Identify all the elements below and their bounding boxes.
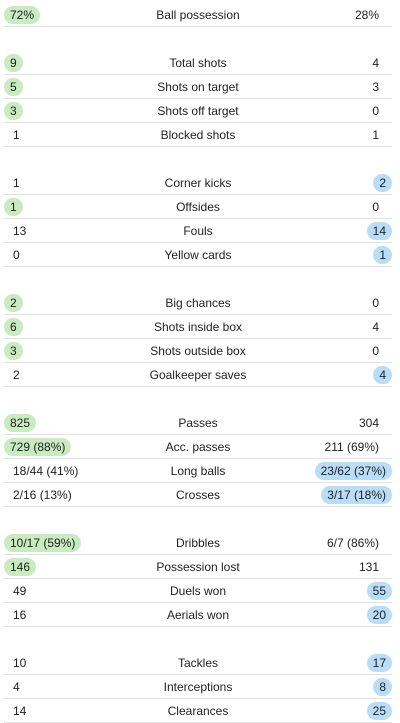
away-value: 4 [372,56,379,70]
stat-row: 18/44 (41%) Long balls 23/62 (37%) [4,460,392,483]
home-value: 2 [13,368,20,382]
away-value: 23/62 (37%) [314,462,392,480]
home-value: 3 [4,342,23,360]
home-value: 5 [4,78,23,96]
stat-row: 3 Shots outside box 0 [4,340,392,363]
home-value: 49 [13,584,27,598]
stat-label: Ball possession [156,8,240,22]
stat-row: 3 Shots off target 0 [4,100,392,123]
home-value: 18/44 (41%) [13,464,79,478]
stat-label: Acc. passes [165,440,231,454]
stat-row: 6 Shots inside box 4 [4,316,392,339]
stat-label: Clearances [167,704,229,718]
stat-label: Goalkeeper saves [149,368,247,382]
stat-row: 2 Big chances 0 [4,292,392,315]
stat-row: 146 Possession lost 131 [4,556,392,579]
away-value: 1 [372,128,379,142]
away-value: 6/7 (86%) [326,536,379,550]
stat-row: 16 Aerials won 20 [4,604,392,627]
stat-row: 9 Total shots 4 [4,52,392,75]
stat-label: Blocked shots [160,128,236,142]
away-value: 14 [366,222,392,240]
stat-row: 1 Corner kicks 2 [4,172,392,195]
stat-row: 10 Tackles 17 [4,652,392,675]
home-value: 825 [4,414,37,432]
stat-label: Offsides [176,200,220,214]
home-value: 72% [4,6,41,24]
away-value: 17 [366,654,392,672]
away-value: 4 [372,320,379,334]
stat-row: 14 Clearances 25 [4,700,392,723]
stat-row: 10/17 (59%) Dribbles 6/7 (86%) [4,532,392,555]
stat-label: Big chances [165,296,231,310]
stat-row: 72% Ball possession 28% [4,4,392,27]
stat-row: 2/16 (13%) Crosses 3/17 (18%) [4,484,392,507]
stat-label: Shots inside box [153,320,243,334]
home-value: 10 [13,656,27,670]
stat-label: Aerials won [166,608,230,622]
stat-row: 729 (88%) Acc. passes 211 (69%) [4,436,392,459]
stat-row: 4 Interceptions 8 [4,676,392,699]
away-value: 20 [366,606,392,624]
away-value: 3/17 (18%) [321,486,392,504]
stat-label: Long balls [170,464,226,478]
home-value: 0 [13,248,20,262]
home-value: 1 [4,198,23,216]
stat-row: 1 Offsides 0 [4,196,392,219]
away-value: 8 [373,678,392,696]
stat-row: 5 Shots on target 3 [4,76,392,99]
away-value: 2 [373,174,392,192]
away-value: 55 [366,582,392,600]
home-value: 4 [13,680,20,694]
stat-row: 1 Blocked shots 1 [4,124,392,147]
home-value: 1 [13,128,20,142]
home-value: 13 [13,224,27,238]
stat-row: 2 Goalkeeper saves 4 [4,364,392,387]
stat-row: 0 Yellow cards 1 [4,244,392,267]
away-value: 0 [372,296,379,310]
stat-label: Tackles [177,656,218,670]
stat-label: Yellow cards [164,248,232,262]
stat-row: 49 Duels won 55 [4,580,392,603]
home-value: 729 (88%) [4,438,72,456]
home-value: 146 [4,558,37,576]
home-value: 2 [4,294,23,312]
home-value: 1 [13,176,20,190]
away-value: 131 [358,560,379,574]
stat-label: Interceptions [163,680,233,694]
home-value: 6 [4,318,23,336]
home-value: 3 [4,102,23,120]
stat-label: Shots outside box [150,344,246,358]
stat-label: Possession lost [156,560,240,574]
stat-label: Corner kicks [164,176,232,190]
away-value: 211 (69%) [324,440,379,454]
home-value: 14 [13,704,27,718]
stat-label: Dribbles [175,536,220,550]
home-value: 9 [4,54,23,72]
away-value: 0 [372,344,379,358]
away-value: 0 [372,200,379,214]
away-value: 1 [373,246,392,264]
home-value: 10/17 (59%) [4,534,82,552]
away-value: 25 [366,702,392,720]
away-value: 304 [358,416,379,430]
stat-row: 13 Fouls 14 [4,220,392,243]
stat-label: Duels won [169,584,227,598]
stat-label: Shots on target [157,80,239,94]
away-value: 0 [372,104,379,118]
away-value: 4 [373,366,392,384]
stat-label: Passes [178,416,218,430]
stat-label: Total shots [169,56,227,70]
home-value: 2/16 (13%) [13,488,72,502]
away-value: 3 [372,80,379,94]
away-value: 28% [354,8,379,22]
stat-row: 825 Passes 304 [4,412,392,435]
stat-label: Crosses [175,488,220,502]
stat-label: Shots off target [157,104,239,118]
home-value: 16 [13,608,27,622]
stat-label: Fouls [183,224,213,238]
